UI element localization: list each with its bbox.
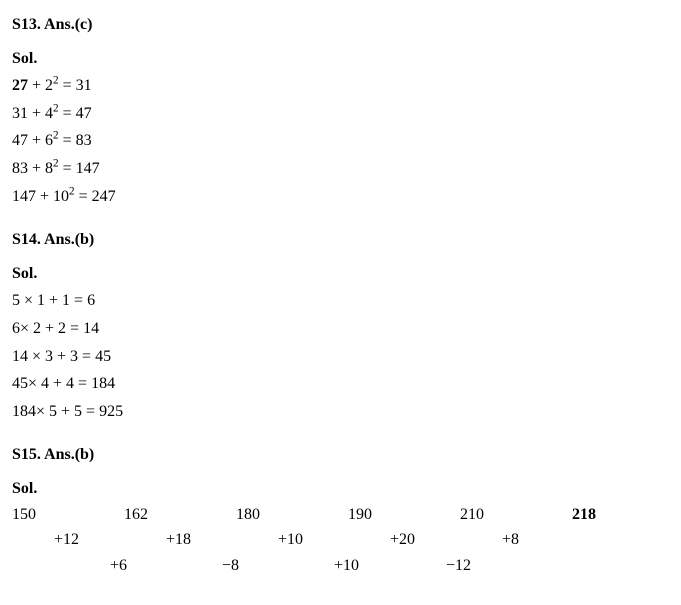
s15-row1-cell: 210 bbox=[460, 502, 516, 528]
s13-line-1-rest: + 2 bbox=[28, 77, 53, 94]
s13-line-1-eq: = 31 bbox=[59, 77, 92, 94]
solution-s14: S14. Ans.(b) Sol. 5 × 1 + 1 = 6 6× 2 + 2… bbox=[12, 227, 669, 424]
s13-sol-label: Sol. bbox=[12, 46, 669, 72]
s13-line-5-eq: = 247 bbox=[75, 188, 116, 205]
s15-row3-gap bbox=[166, 553, 222, 579]
s15-row1-gap bbox=[68, 502, 124, 528]
s13-line-4: 83 + 82 = 147 bbox=[12, 156, 669, 182]
s15-row2-cell: +12 bbox=[54, 527, 110, 553]
s15-row3-gap bbox=[390, 553, 446, 579]
s15-row1-cell-bold: 218 bbox=[572, 502, 628, 528]
s15-sol-label: Sol. bbox=[12, 476, 669, 502]
s13-line-2-rest: 31 + 4 bbox=[12, 105, 53, 122]
s14-title: S14. Ans.(b) bbox=[12, 227, 669, 253]
s15-row1-cell: 180 bbox=[236, 502, 292, 528]
s14-line-3: 14 × 3 + 3 = 45 bbox=[12, 344, 669, 370]
s15-row1-cell: 190 bbox=[348, 502, 404, 528]
s13-title: S13. Ans.(c) bbox=[12, 12, 669, 38]
s14-line-1: 5 × 1 + 1 = 6 bbox=[12, 288, 669, 314]
s15-row3-gap bbox=[278, 553, 334, 579]
s15-row2-gap bbox=[222, 527, 278, 553]
s15-row2-gap bbox=[334, 527, 390, 553]
solution-s15: S15. Ans.(b) Sol. 150 162 180 190 210 21… bbox=[12, 442, 669, 578]
s13-line-2-eq: = 47 bbox=[59, 105, 92, 122]
s13-line-1-bold: 27 bbox=[12, 77, 28, 94]
s14-line-4: 45× 4 + 4 = 184 bbox=[12, 371, 669, 397]
s14-line-2: 6× 2 + 2 = 14 bbox=[12, 316, 669, 342]
s15-row2-cell: +20 bbox=[390, 527, 446, 553]
s15-row3-cell: −12 bbox=[446, 553, 502, 579]
s15-row3-cell: −8 bbox=[222, 553, 278, 579]
s15-row1-gap bbox=[292, 502, 348, 528]
s15-row1-gap bbox=[404, 502, 460, 528]
s13-line-3-rest: 47 + 6 bbox=[12, 132, 53, 149]
s13-line-3: 47 + 62 = 83 bbox=[12, 128, 669, 154]
s15-row2-gap bbox=[110, 527, 166, 553]
s15-row2-cell: +8 bbox=[502, 527, 558, 553]
s15-row3-cell: +10 bbox=[334, 553, 390, 579]
s15-row1-gap bbox=[180, 502, 236, 528]
s13-line-1: 27 + 22 = 31 bbox=[12, 73, 669, 99]
s13-line-5-rest: 147 + 10 bbox=[12, 188, 69, 205]
s15-row2: +12 +18 +10 +20 +8 bbox=[12, 527, 669, 553]
s15-row3: +6 −8 +10 −12 bbox=[12, 553, 669, 579]
s15-row1: 150 162 180 190 210 218 bbox=[12, 502, 669, 528]
s15-row3-cell: +6 bbox=[110, 553, 166, 579]
s15-row1-cell: 162 bbox=[124, 502, 180, 528]
s13-line-2: 31 + 42 = 47 bbox=[12, 101, 669, 127]
s15-row2-cell: +18 bbox=[166, 527, 222, 553]
s15-title: S15. Ans.(b) bbox=[12, 442, 669, 468]
s14-sol-label: Sol. bbox=[12, 261, 669, 287]
s13-line-3-eq: = 83 bbox=[59, 132, 92, 149]
s15-row1-cell: 150 bbox=[12, 502, 68, 528]
s13-line-4-rest: 83 + 8 bbox=[12, 160, 53, 177]
s15-row2-gap bbox=[446, 527, 502, 553]
s13-line-5: 147 + 102 = 247 bbox=[12, 184, 669, 210]
s13-line-4-eq: = 147 bbox=[59, 160, 100, 177]
s14-line-5: 184× 5 + 5 = 925 bbox=[12, 399, 669, 425]
s15-row1-gap bbox=[516, 502, 572, 528]
s15-row2-cell: +10 bbox=[278, 527, 334, 553]
solution-s13: S13. Ans.(c) Sol. 27 + 22 = 31 31 + 42 =… bbox=[12, 12, 669, 209]
